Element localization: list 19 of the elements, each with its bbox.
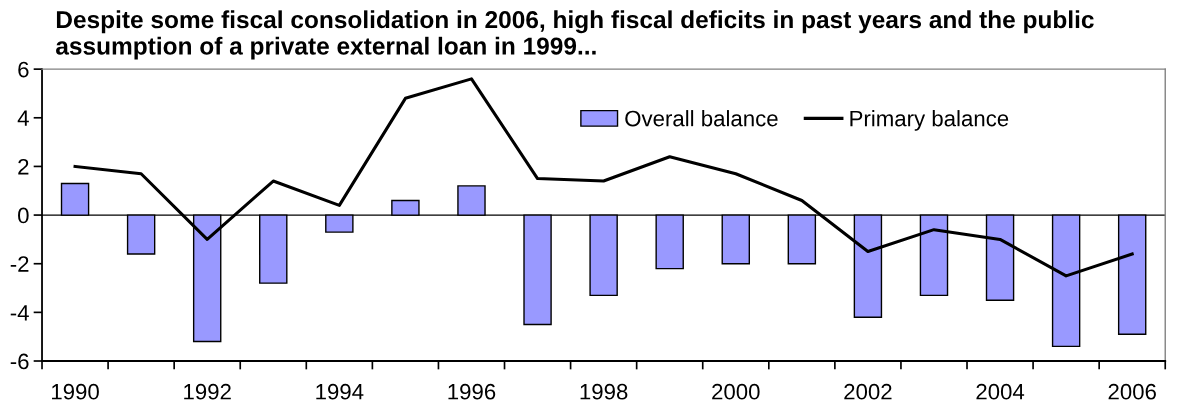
- y-tick-label: -4: [10, 305, 29, 321]
- x-tick-label: 1994: [316, 383, 364, 400]
- legend-label: Overall balance: [625, 110, 778, 127]
- y-tick-label: 2: [18, 158, 29, 175]
- x-tick-label: 2004: [976, 383, 1025, 400]
- x-tick-label: 2002: [844, 383, 892, 400]
- legend-label: Primary balance: [850, 110, 1009, 131]
- y-tick-label: 0: [18, 207, 29, 224]
- x-tick-label: 1998: [580, 383, 628, 400]
- x-tick-label: 1996: [448, 383, 496, 400]
- y-tick-label: 6: [18, 61, 29, 78]
- y-tick-label: -2: [10, 256, 29, 272]
- x-tick-label: 2006: [1108, 383, 1156, 400]
- x-tick-label: 2000: [712, 383, 760, 400]
- x-tick-label: 1990: [52, 383, 99, 400]
- y-tick-label: -6: [10, 353, 29, 370]
- chart-title: Despite some fiscal consolidation in 2006, high fiscal deficits in past years and the public assumption of a private external loan in 1999...: [56, 10, 1094, 60]
- x-tick-label: 1992: [184, 383, 231, 400]
- y-tick-label: 4: [17, 110, 29, 126]
